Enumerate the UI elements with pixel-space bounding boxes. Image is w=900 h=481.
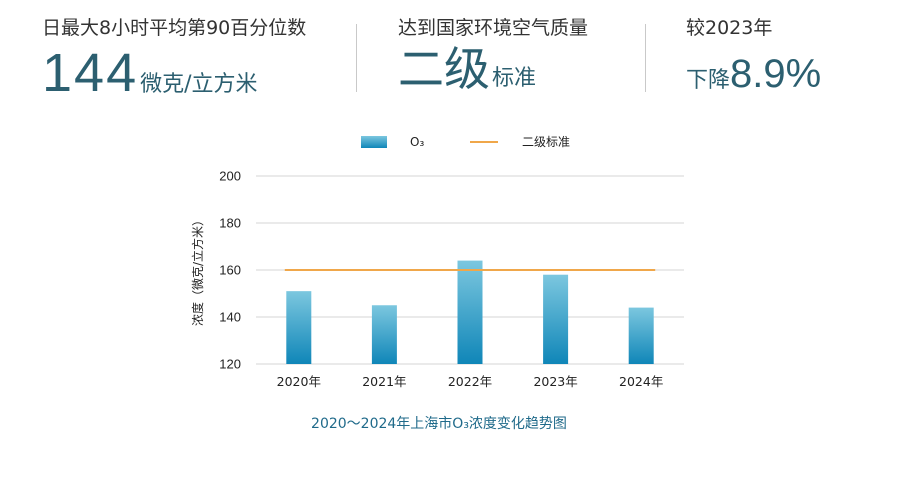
chart-x-ticks: 2020年 2021年 2022年 2023年 2024年 — [277, 374, 664, 389]
x-tick-label: 2021年 — [362, 374, 406, 389]
bar-o3 — [628, 307, 654, 364]
y-tick-label: 120 — [219, 357, 241, 372]
legend-standard-label: 二级标准 — [522, 135, 570, 149]
stat-standard-value-row: 二级标准 — [398, 46, 588, 92]
stat-change-label: 较2023年 — [686, 17, 773, 39]
stat-standard-unit: 标准 — [492, 66, 537, 91]
stat-p90-label: 日最大8小时平均第90百分位数 — [42, 17, 307, 39]
bar-o3 — [543, 274, 569, 364]
stat-p90-concentration: 日最大8小时平均第90百分位数 144微克/立方米 — [42, 14, 306, 100]
stat-change: 较2023年 下降8.9% — [686, 14, 821, 94]
y-tick-label: 160 — [219, 263, 241, 278]
bar-o3 — [371, 305, 397, 364]
stat-change-value: 8.9% — [730, 52, 822, 96]
legend-o3-swatch — [361, 136, 387, 148]
y-axis-label: 浓度（微克/立方米） — [190, 214, 205, 326]
stat-p90-unit: 微克/立方米 — [140, 72, 258, 97]
chart-y-ticks: 120 140 160 180 200 — [219, 169, 241, 372]
chart-legend: O₃ 二级标准 — [361, 135, 570, 149]
x-tick-label: 2022年 — [448, 374, 492, 389]
x-tick-label: 2024年 — [619, 374, 663, 389]
header-divider-1 — [356, 24, 357, 92]
stat-p90-value: 144 — [42, 43, 139, 103]
header-divider-2 — [645, 24, 646, 92]
stat-standard-label: 达到国家环境空气质量 — [398, 17, 589, 39]
bar-o3 — [286, 291, 312, 364]
stat-change-prefix: 下降 — [686, 68, 731, 93]
chart-bars — [286, 260, 654, 364]
y-tick-label: 140 — [219, 310, 241, 325]
y-tick-label: 180 — [219, 216, 241, 231]
x-tick-label: 2020年 — [277, 374, 321, 389]
stat-change-value-row: 下降8.9% — [686, 54, 821, 94]
y-tick-label: 200 — [219, 169, 241, 184]
legend-o3-label: O₃ — [410, 135, 424, 149]
stat-p90-value-row: 144微克/立方米 — [42, 46, 306, 100]
stat-standard-value: 二级 — [398, 42, 490, 96]
x-tick-label: 2023年 — [533, 374, 577, 389]
bar-o3 — [457, 260, 483, 364]
stat-standard: 达到国家环境空气质量 二级标准 — [398, 14, 588, 92]
chart-title: 2020～2024年上海市O₃浓度变化趋势图 — [311, 415, 567, 432]
